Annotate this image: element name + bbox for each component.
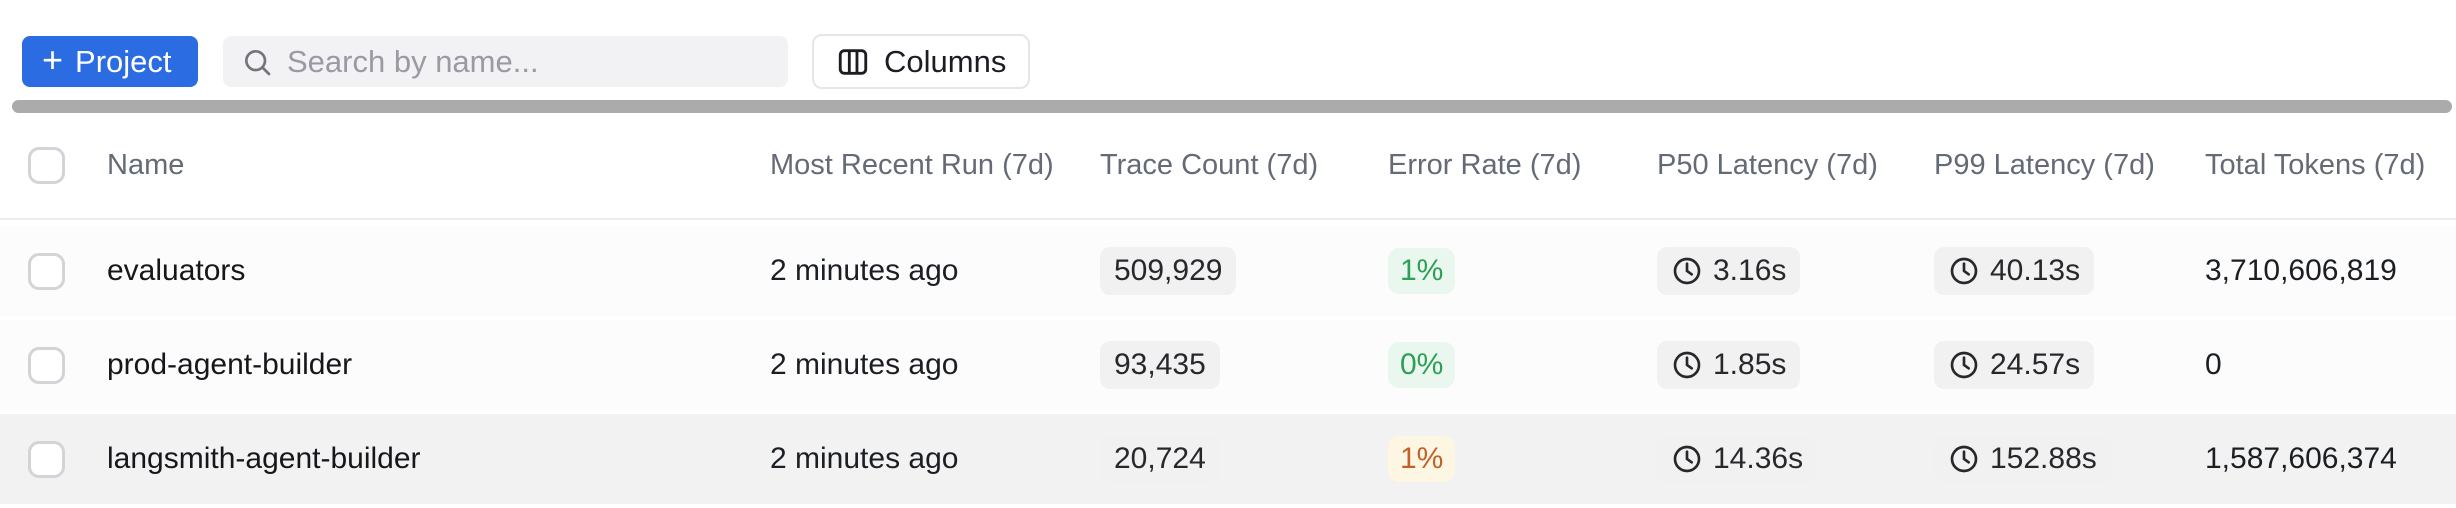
clock-icon — [1950, 257, 1978, 285]
most-recent-run-cell: 2 minutes ago — [770, 442, 959, 475]
clock-icon — [1950, 445, 1978, 473]
column-header-name[interactable]: Name — [107, 149, 185, 181]
p99-latency-pill: 24.57s — [1934, 341, 2095, 389]
trace-count-pill: 93,435 — [1100, 341, 1220, 389]
table-row[interactable]: evaluators 2 minutes ago 509,929 1% 3.16… — [0, 226, 2456, 316]
clock-icon — [1673, 351, 1701, 379]
plus-icon: + — [42, 39, 64, 80]
project-name-link[interactable]: prod-agent-builder — [107, 348, 353, 381]
search-input[interactable] — [287, 43, 770, 80]
clock-icon — [1673, 445, 1701, 473]
new-project-button-label: Project — [75, 43, 172, 79]
column-header-total-tokens[interactable]: Total Tokens (7d) — [2205, 149, 2426, 181]
table-header: Name Most Recent Run (7d) Trace Count (7… — [0, 113, 2456, 220]
clock-icon — [1950, 351, 1978, 379]
row-checkbox[interactable] — [28, 440, 65, 478]
column-header-trace-count[interactable]: Trace Count (7d) — [1100, 149, 1319, 181]
clock-icon — [1673, 257, 1701, 285]
search-box[interactable] — [223, 36, 788, 87]
row-checkbox[interactable] — [28, 346, 65, 384]
error-rate-badge: 1% — [1388, 436, 1456, 482]
error-rate-badge: 1% — [1388, 248, 1456, 294]
table-row[interactable]: prod-agent-builder 2 minutes ago 93,435 … — [0, 320, 2456, 410]
select-all-checkbox[interactable] — [28, 147, 65, 184]
toolbar: + Project Columns — [0, 0, 2456, 96]
trace-count-pill: 20,724 — [1100, 435, 1220, 483]
most-recent-run-cell: 2 minutes ago — [770, 348, 959, 381]
columns-button-label: Columns — [884, 43, 1007, 79]
row-checkbox[interactable] — [28, 252, 65, 290]
search-icon — [245, 49, 271, 75]
total-tokens-cell: 1,587,606,374 — [2205, 442, 2397, 475]
columns-icon — [838, 48, 868, 75]
horizontal-scrollbar-thumb[interactable] — [12, 100, 2452, 113]
p50-latency-pill: 14.36s — [1657, 435, 1818, 483]
column-header-error-rate[interactable]: Error Rate (7d) — [1388, 149, 1582, 181]
table-row[interactable]: langsmith-agent-builder 2 minutes ago 20… — [0, 414, 2456, 504]
p50-latency-pill: 3.16s — [1657, 247, 1801, 295]
column-header-p99-latency[interactable]: P99 Latency (7d) — [1934, 149, 2155, 181]
total-tokens-cell: 3,710,606,819 — [2205, 254, 2397, 287]
p99-latency-pill: 152.88s — [1934, 435, 2111, 483]
new-project-button[interactable]: + Project — [22, 36, 198, 87]
project-name-link[interactable]: langsmith-agent-builder — [107, 442, 421, 475]
trace-count-pill: 509,929 — [1100, 247, 1237, 295]
columns-button[interactable]: Columns — [812, 34, 1031, 89]
error-rate-badge: 0% — [1388, 342, 1456, 388]
table-body: evaluators 2 minutes ago 509,929 1% 3.16… — [0, 226, 2456, 508]
most-recent-run-cell: 2 minutes ago — [770, 254, 959, 287]
p99-latency-pill: 40.13s — [1934, 247, 2095, 295]
total-tokens-cell: 0 — [2205, 348, 2222, 381]
project-name-link[interactable]: evaluators — [107, 254, 246, 287]
column-header-most-recent-run[interactable]: Most Recent Run (7d) — [770, 149, 1054, 181]
column-header-p50-latency[interactable]: P50 Latency (7d) — [1657, 149, 1878, 181]
p50-latency-pill: 1.85s — [1657, 341, 1801, 389]
